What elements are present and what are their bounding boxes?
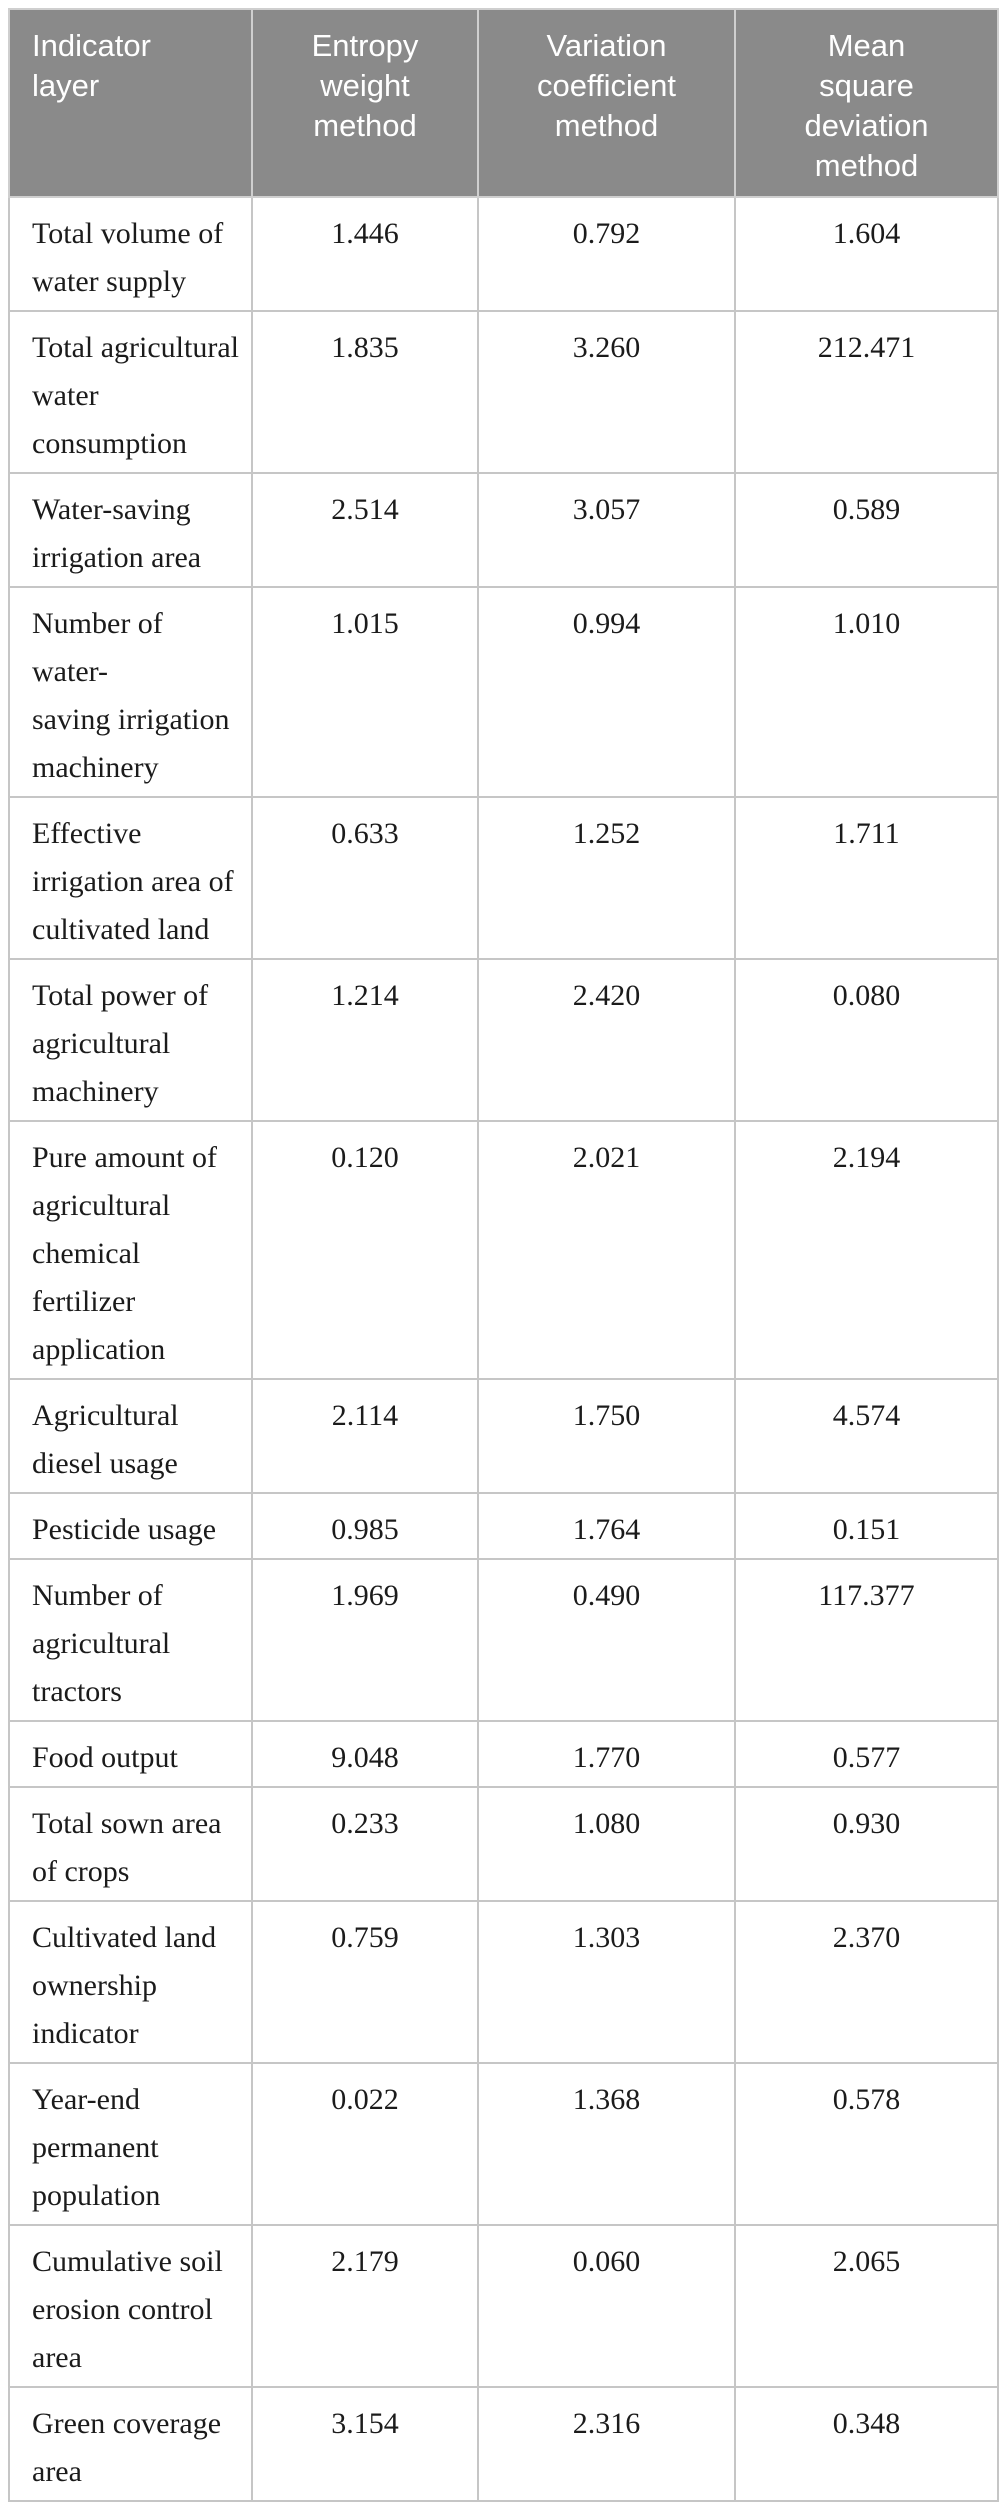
indicator-cell: Total power of agricultural machinery xyxy=(8,958,253,1122)
entropy-weight-value: 0.633 xyxy=(251,796,479,960)
variation-coefficient-value: 2.021 xyxy=(477,1120,736,1380)
mean-square-deviation-value: 2.065 xyxy=(734,2224,999,2388)
indicator-cell: Effective irrigation area of cultivated … xyxy=(8,796,253,960)
table-row: Cultivated land ownership indicator 0.75… xyxy=(8,1900,999,2064)
table-row: Total agricultural water consumption 1.8… xyxy=(8,310,999,474)
entropy-weight-value: 0.759 xyxy=(251,1900,479,2064)
mean-square-deviation-value: 0.151 xyxy=(734,1492,999,1560)
entropy-weight-value: 0.233 xyxy=(251,1786,479,1902)
table-header: Indicator layer Entropy weight method Va… xyxy=(8,8,999,198)
mean-square-deviation-value: 212.471 xyxy=(734,310,999,474)
variation-coefficient-value: 1.368 xyxy=(477,2062,736,2226)
entropy-weight-value: 2.114 xyxy=(251,1378,479,1494)
indicator-cell: Total agricultural water consumption xyxy=(8,310,253,474)
mean-square-deviation-value: 4.574 xyxy=(734,1378,999,1494)
variation-coefficient-value: 1.252 xyxy=(477,796,736,960)
table-row: Number of agricultural tractors 1.969 0.… xyxy=(8,1558,999,1722)
table-row: Total power of agricultural machinery 1.… xyxy=(8,958,999,1122)
table-row: Water-saving irrigation area 2.514 3.057… xyxy=(8,472,999,588)
indicator-cell: Agricultural diesel usage xyxy=(8,1378,253,1494)
table-row: Total sown area of crops 0.233 1.080 0.9… xyxy=(8,1786,999,1902)
table-row: Cumulative soil erosion control area 2.1… xyxy=(8,2224,999,2388)
table-row: Green coverage area 3.154 2.316 0.348 xyxy=(8,2386,999,2502)
header-entropy-weight-method: Entropy weight method xyxy=(251,8,479,198)
mean-square-deviation-value: 0.589 xyxy=(734,472,999,588)
variation-coefficient-value: 0.792 xyxy=(477,196,736,312)
mean-square-deviation-value: 0.348 xyxy=(734,2386,999,2502)
variation-coefficient-value: 1.750 xyxy=(477,1378,736,1494)
header-mean-square-deviation-method: Mean square deviation method xyxy=(734,8,999,198)
mean-square-deviation-value: 0.578 xyxy=(734,2062,999,2226)
table-row: Food output 9.048 1.770 0.577 xyxy=(8,1720,999,1788)
indicator-cell: Food output xyxy=(8,1720,253,1788)
variation-coefficient-value: 0.994 xyxy=(477,586,736,798)
variation-coefficient-value: 1.764 xyxy=(477,1492,736,1560)
indicator-cell: Cumulative soil erosion control area xyxy=(8,2224,253,2388)
entropy-weight-value: 9.048 xyxy=(251,1720,479,1788)
header-variation-coefficient-method: Variation coefficient method xyxy=(477,8,736,198)
header-row: Indicator layer Entropy weight method Va… xyxy=(8,8,999,198)
entropy-weight-value: 0.022 xyxy=(251,2062,479,2226)
entropy-weight-value: 1.835 xyxy=(251,310,479,474)
variation-coefficient-value: 1.080 xyxy=(477,1786,736,1902)
indicator-cell: Pesticide usage xyxy=(8,1492,253,1560)
table-row: Effective irrigation area of cultivated … xyxy=(8,796,999,960)
entropy-weight-value: 3.154 xyxy=(251,2386,479,2502)
mean-square-deviation-value: 0.577 xyxy=(734,1720,999,1788)
variation-coefficient-value: 1.303 xyxy=(477,1900,736,2064)
variation-coefficient-value: 0.490 xyxy=(477,1558,736,1722)
entropy-weight-value: 1.214 xyxy=(251,958,479,1122)
variation-coefficient-value: 0.060 xyxy=(477,2224,736,2388)
entropy-weight-value: 1.015 xyxy=(251,586,479,798)
indicator-cell: Number of water- saving irrigation machi… xyxy=(8,586,253,798)
mean-square-deviation-value: 117.377 xyxy=(734,1558,999,1722)
indicator-cell: Cultivated land ownership indicator xyxy=(8,1900,253,2064)
mean-square-deviation-value: 2.370 xyxy=(734,1900,999,2064)
variation-coefficient-value: 1.770 xyxy=(477,1720,736,1788)
table-row: Total volume of water supply 1.446 0.792… xyxy=(8,196,999,312)
mean-square-deviation-value: 0.080 xyxy=(734,958,999,1122)
variation-coefficient-value: 2.420 xyxy=(477,958,736,1122)
indicator-cell: Year-end permanent population xyxy=(8,2062,253,2226)
entropy-weight-value: 1.446 xyxy=(251,196,479,312)
indicator-cell: Green coverage area xyxy=(8,2386,253,2502)
mean-square-deviation-value: 1.711 xyxy=(734,796,999,960)
mean-square-deviation-value: 0.930 xyxy=(734,1786,999,1902)
table-row: Pesticide usage 0.985 1.764 0.151 xyxy=(8,1492,999,1560)
entropy-weight-value: 1.969 xyxy=(251,1558,479,1722)
variation-coefficient-value: 3.057 xyxy=(477,472,736,588)
indicator-cell: Total sown area of crops xyxy=(8,1786,253,1902)
entropy-weight-value: 0.985 xyxy=(251,1492,479,1560)
table-row: Number of water- saving irrigation machi… xyxy=(8,586,999,798)
variation-coefficient-value: 2.316 xyxy=(477,2386,736,2502)
table-row: Year-end permanent population 0.022 1.36… xyxy=(8,2062,999,2226)
indicator-cell: Total volume of water supply xyxy=(8,196,253,312)
mean-square-deviation-value: 1.010 xyxy=(734,586,999,798)
mean-square-deviation-value: 2.194 xyxy=(734,1120,999,1380)
table-row: Agricultural diesel usage 2.114 1.750 4.… xyxy=(8,1378,999,1494)
indicator-cell: Number of agricultural tractors xyxy=(8,1558,253,1722)
mean-square-deviation-value: 1.604 xyxy=(734,196,999,312)
variation-coefficient-value: 3.260 xyxy=(477,310,736,474)
table-row: Pure amount of agricultural chemical fer… xyxy=(8,1120,999,1380)
weights-table: Indicator layer Entropy weight method Va… xyxy=(8,8,999,2502)
table-body: Total volume of water supply 1.446 0.792… xyxy=(8,196,999,2502)
indicator-cell: Pure amount of agricultural chemical fer… xyxy=(8,1120,253,1380)
entropy-weight-value: 2.179 xyxy=(251,2224,479,2388)
weights-table-container: Indicator layer Entropy weight method Va… xyxy=(8,8,999,2502)
entropy-weight-value: 2.514 xyxy=(251,472,479,588)
entropy-weight-value: 0.120 xyxy=(251,1120,479,1380)
header-indicator-layer: Indicator layer xyxy=(8,8,253,198)
indicator-cell: Water-saving irrigation area xyxy=(8,472,253,588)
